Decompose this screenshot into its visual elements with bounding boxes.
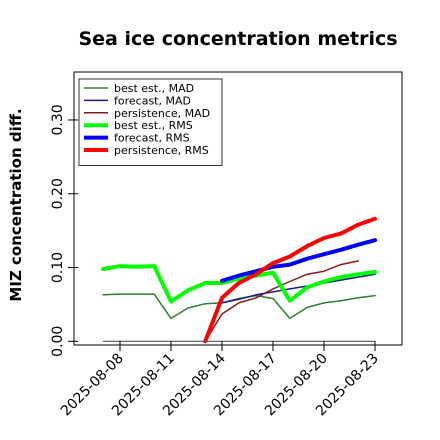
legend-entry-1: forecast, MAD: [114, 94, 191, 107]
x-axis: 2025-08-082025-08-112025-08-142025-08-17…: [58, 341, 382, 419]
y-tick-label-1: 0.10: [50, 252, 66, 283]
plot-area: [73, 71, 403, 346]
plot-frame: [73, 71, 403, 346]
legend-entry-5: persistence, RMS: [114, 144, 209, 157]
legend-entry-0: best est., MAD: [114, 82, 194, 95]
legend-entry-2: persistence, MAD: [114, 107, 210, 120]
series-line-0: [102, 293, 376, 320]
y-axis: 0.00 0.10 0.20 0.30: [50, 104, 78, 357]
y-axis-label: MIZ concentration diff.: [7, 108, 25, 301]
series-line-5: [203, 216, 377, 344]
y-tick-label-0: 0.00: [50, 326, 66, 357]
series-layer: [101, 216, 377, 344]
series-line-1: [221, 273, 376, 304]
series-line-4: [220, 238, 377, 283]
legend-entry-4: forecast, RMS: [114, 132, 190, 145]
chart-title: Sea ice concentration metrics: [78, 28, 397, 50]
series-line-3: [101, 264, 377, 304]
y-tick-label-2: 0.20: [50, 178, 66, 209]
legend-entry-3: best est., RMS: [114, 119, 193, 132]
y-tick-label-3: 0.30: [50, 104, 66, 135]
